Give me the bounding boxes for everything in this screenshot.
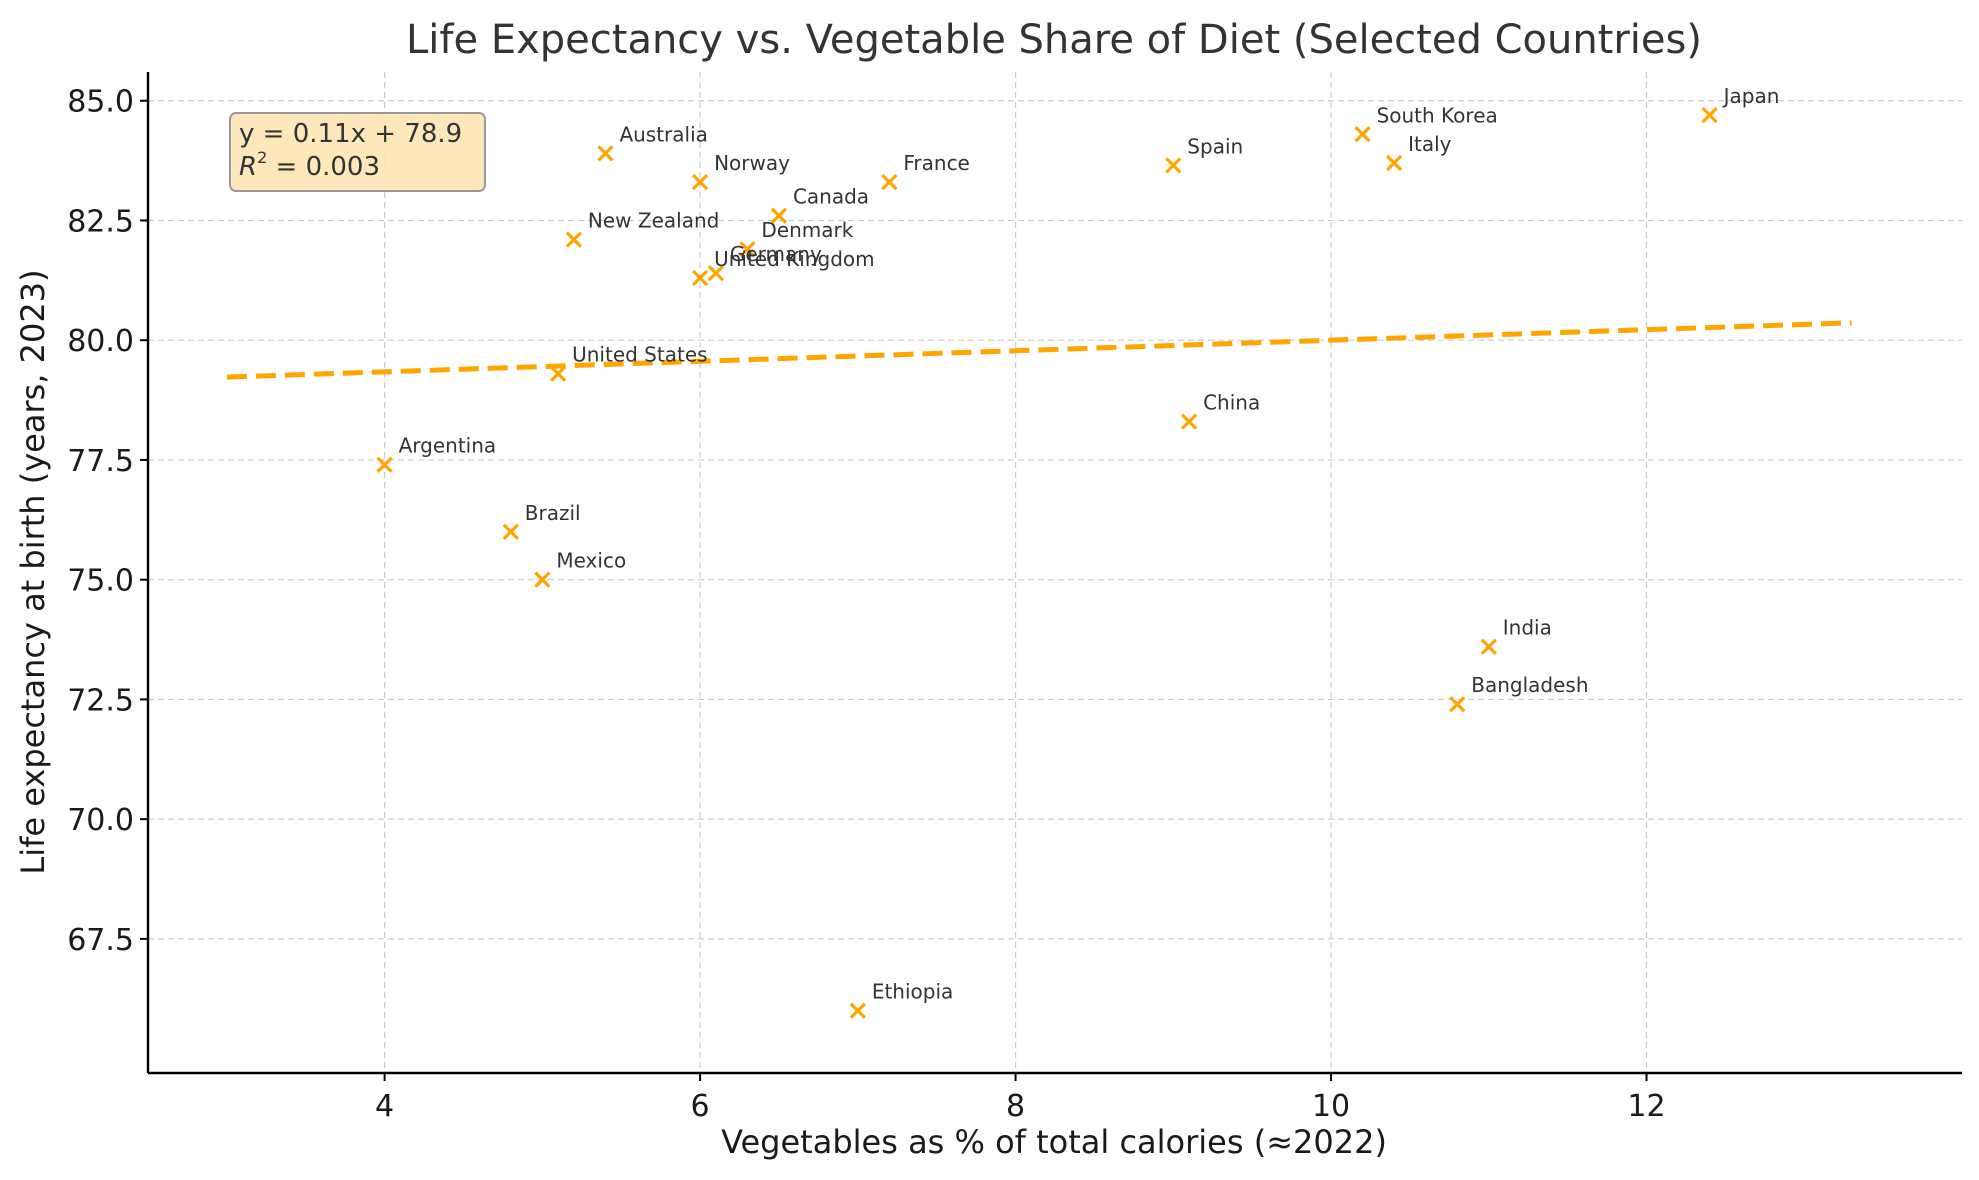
y-axis-label: Life expectancy at birth (years, 2023) bbox=[14, 269, 52, 874]
y-tick-label: 80.0 bbox=[67, 324, 134, 359]
data-point-stroke bbox=[565, 231, 583, 248]
y-tick-label: 70.0 bbox=[67, 803, 134, 838]
data-point bbox=[1449, 696, 1466, 713]
data-point bbox=[1386, 154, 1403, 172]
y-tick-label: 75.0 bbox=[67, 564, 134, 599]
annotation-r2-exponent: 2 bbox=[257, 148, 267, 167]
point-label: Canada bbox=[793, 185, 869, 209]
data-points bbox=[376, 106, 1718, 1019]
point-label: India bbox=[1503, 616, 1552, 640]
data-point bbox=[1480, 638, 1497, 655]
data-point bbox=[691, 174, 709, 191]
data-point-stroke bbox=[1449, 696, 1466, 713]
annotation-box bbox=[229, 112, 486, 192]
point-label: Denmark bbox=[761, 218, 853, 242]
data-point bbox=[739, 241, 756, 258]
point-label: United States bbox=[572, 343, 707, 367]
data-point bbox=[691, 269, 709, 287]
y-tick-label: 82.5 bbox=[67, 204, 134, 239]
data-point-stroke bbox=[739, 241, 756, 258]
y-tick-label: 85.0 bbox=[67, 85, 134, 120]
data-point bbox=[770, 207, 788, 224]
data-point-stroke bbox=[376, 456, 393, 473]
point-label: United Kingdom bbox=[714, 247, 875, 271]
data-point bbox=[534, 571, 551, 588]
data-point-stroke bbox=[1386, 154, 1403, 172]
annotation-equation: y = 0.11x + 78.9 bbox=[239, 119, 462, 149]
point-label: Bangladesh bbox=[1471, 673, 1588, 697]
data-point bbox=[707, 265, 724, 282]
grid bbox=[148, 72, 1962, 1073]
y-tick-label: 72.5 bbox=[67, 683, 134, 718]
regression-annotation: y = 0.11x + 78.9 R2 = 0.003 bbox=[229, 112, 486, 192]
data-point bbox=[376, 456, 393, 473]
x-tick-label: 12 bbox=[1627, 1089, 1665, 1124]
point-label: Germany bbox=[730, 242, 822, 266]
data-point bbox=[1354, 126, 1371, 143]
data-point-stroke bbox=[597, 145, 614, 162]
x-tick-label: 4 bbox=[375, 1089, 394, 1124]
chart-title: Life Expectancy vs. Vegetable Share of D… bbox=[406, 17, 1702, 63]
data-point bbox=[1165, 157, 1182, 174]
data-point-stroke bbox=[849, 1002, 866, 1019]
data-point-stroke bbox=[1354, 126, 1371, 143]
point-label: Australia bbox=[619, 122, 707, 146]
point-label: Spain bbox=[1187, 134, 1243, 158]
point-label: Italy bbox=[1408, 132, 1452, 156]
data-point bbox=[549, 365, 567, 382]
annotation-r2-value: = 0.003 bbox=[267, 152, 380, 182]
data-point bbox=[565, 231, 583, 248]
y-tick-label: 67.5 bbox=[67, 923, 134, 958]
point-label: China bbox=[1203, 391, 1260, 415]
data-point-stroke bbox=[549, 365, 567, 382]
x-axis-label: Vegetables as % of total calories (≈2022… bbox=[721, 1123, 1387, 1161]
data-point bbox=[597, 145, 614, 162]
data-point-stroke bbox=[1701, 106, 1718, 124]
data-point-stroke bbox=[707, 265, 724, 282]
data-point-stroke bbox=[881, 174, 898, 191]
point-labels: Japan South Korea Italy Spain France Australi… bbox=[399, 84, 1780, 1004]
data-point bbox=[1180, 413, 1198, 430]
data-point bbox=[849, 1002, 866, 1019]
annotation-r2: R2 = 0.003 bbox=[239, 148, 380, 182]
point-label: Japan bbox=[1722, 84, 1780, 108]
data-point bbox=[502, 523, 519, 540]
x-tick-label: 6 bbox=[691, 1089, 710, 1124]
tick-labels: 4 6 8 10 12 67.5 70.0 72.5 75.0 77.5 80.0 82.5 85.0 bbox=[67, 85, 1665, 1124]
data-point bbox=[881, 174, 898, 191]
data-point-stroke bbox=[691, 269, 709, 287]
data-point-stroke bbox=[770, 207, 788, 224]
point-label: Norway bbox=[714, 151, 790, 175]
point-label: South Korea bbox=[1377, 103, 1498, 127]
x-tick-label: 8 bbox=[1006, 1089, 1025, 1124]
axes bbox=[140, 72, 1962, 1081]
point-label: France bbox=[903, 151, 970, 175]
point-label: New Zealand bbox=[588, 209, 719, 233]
annotation-r2-symbol: R bbox=[239, 152, 257, 182]
point-label: Mexico bbox=[556, 549, 626, 573]
trendline-layer bbox=[226, 320, 1852, 380]
point-label: Brazil bbox=[525, 501, 581, 525]
y-tick-label: 77.5 bbox=[67, 444, 134, 479]
data-point-stroke bbox=[502, 523, 519, 540]
point-label: Argentina bbox=[399, 434, 497, 458]
trendline bbox=[226, 320, 1852, 380]
data-point bbox=[1701, 106, 1718, 124]
data-point-stroke bbox=[534, 571, 551, 588]
x-tick-label: 10 bbox=[1312, 1089, 1350, 1124]
data-point-stroke bbox=[1165, 157, 1182, 174]
point-label: Ethiopia bbox=[872, 980, 953, 1004]
data-point-stroke bbox=[1480, 638, 1497, 655]
data-point-stroke bbox=[691, 174, 709, 191]
data-point-stroke bbox=[1180, 413, 1198, 430]
